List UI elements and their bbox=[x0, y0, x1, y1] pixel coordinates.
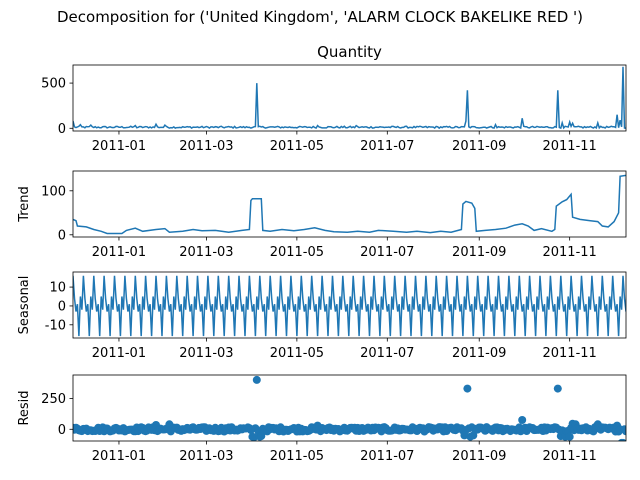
x-tick-label: 2011-07 bbox=[360, 346, 414, 361]
axes-frame bbox=[72, 374, 627, 442]
panels-group: Quantity 0 500 2011-01 2011-03 2011-05 2011-07… bbox=[17, 43, 627, 464]
x-tick-label: 2011-09 bbox=[452, 449, 506, 464]
series-group bbox=[73, 66, 626, 130]
x-tick-label: 2011-01 bbox=[92, 346, 146, 361]
x-tick-label: 2011-03 bbox=[179, 449, 233, 464]
y-axis-label: Trend bbox=[17, 186, 32, 223]
x-tick-label: 2011-03 bbox=[179, 139, 233, 154]
y-tick-label: 0 bbox=[58, 423, 66, 438]
resid-point bbox=[619, 438, 626, 441]
x-tick-label: 2011-03 bbox=[179, 346, 233, 361]
y-tick-label: 500 bbox=[41, 77, 66, 92]
y-tick-label: -10 bbox=[45, 318, 66, 333]
x-tick-label: 2011-11 bbox=[542, 139, 596, 154]
y-tick-label: 250 bbox=[41, 392, 66, 407]
y-axis-label: Resid bbox=[17, 390, 32, 425]
panel-3: Seasonal -10 0 10 2011-01 2011-03 2011-05 2011-… bbox=[17, 271, 627, 361]
resid-point bbox=[518, 416, 527, 424]
x-tick-label: 2011-05 bbox=[270, 346, 324, 361]
y-tick-label: 100 bbox=[41, 184, 66, 199]
panel-4: Resid 0 250 2011-01 2011-03 2011-05 2011-07 201… bbox=[17, 374, 627, 464]
axes-frame bbox=[72, 64, 627, 132]
x-tick-label: 2011-07 bbox=[360, 139, 414, 154]
trend-line bbox=[73, 174, 626, 235]
x-tick-label: 2011-05 bbox=[270, 245, 324, 260]
panel-2: Trend 0 100 2011-01 2011-03 2011-05 2011-07 201… bbox=[17, 170, 627, 260]
resid-point bbox=[463, 384, 472, 393]
seasonal-line bbox=[73, 275, 626, 337]
series-group bbox=[73, 375, 626, 441]
x-tick-label: 2011-07 bbox=[360, 449, 414, 464]
resid-point bbox=[553, 384, 562, 393]
x-tick-label: 2011-07 bbox=[360, 245, 414, 260]
x-tick-label: 2011-11 bbox=[542, 346, 596, 361]
y-tick-label: 0 bbox=[58, 122, 66, 137]
x-tick-label: 2011-05 bbox=[270, 449, 324, 464]
x-tick-label: 2011-11 bbox=[542, 245, 596, 260]
x-tick-label: 2011-01 bbox=[92, 245, 146, 260]
panel-title: Quantity bbox=[317, 43, 382, 61]
resid-point bbox=[622, 427, 626, 436]
axes-frame bbox=[72, 170, 627, 238]
resid-point bbox=[252, 375, 261, 384]
series-group bbox=[73, 174, 626, 235]
x-tick-label: 2011-09 bbox=[452, 346, 506, 361]
resid-point bbox=[249, 433, 258, 441]
resid-point bbox=[565, 432, 574, 441]
series-group bbox=[73, 275, 626, 337]
figure-suptitle: Decomposition for ('United Kingdom', 'AL… bbox=[57, 8, 583, 26]
y-tick-label: 0 bbox=[58, 228, 66, 243]
x-tick-label: 2011-11 bbox=[542, 449, 596, 464]
panel-1: Quantity 0 500 2011-01 2011-03 2011-05 2011-07… bbox=[41, 43, 627, 154]
y-tick-label: 10 bbox=[49, 281, 66, 296]
x-tick-label: 2011-03 bbox=[179, 245, 233, 260]
quantity-line bbox=[73, 66, 626, 130]
y-axis-label: Seasonal bbox=[17, 276, 32, 335]
x-tick-label: 2011-01 bbox=[92, 139, 146, 154]
y-tick-label: 0 bbox=[58, 299, 66, 314]
axes-frame bbox=[72, 271, 627, 339]
x-tick-label: 2011-09 bbox=[452, 245, 506, 260]
x-tick-label: 2011-01 bbox=[92, 449, 146, 464]
x-tick-label: 2011-05 bbox=[270, 139, 324, 154]
x-tick-label: 2011-09 bbox=[452, 139, 506, 154]
